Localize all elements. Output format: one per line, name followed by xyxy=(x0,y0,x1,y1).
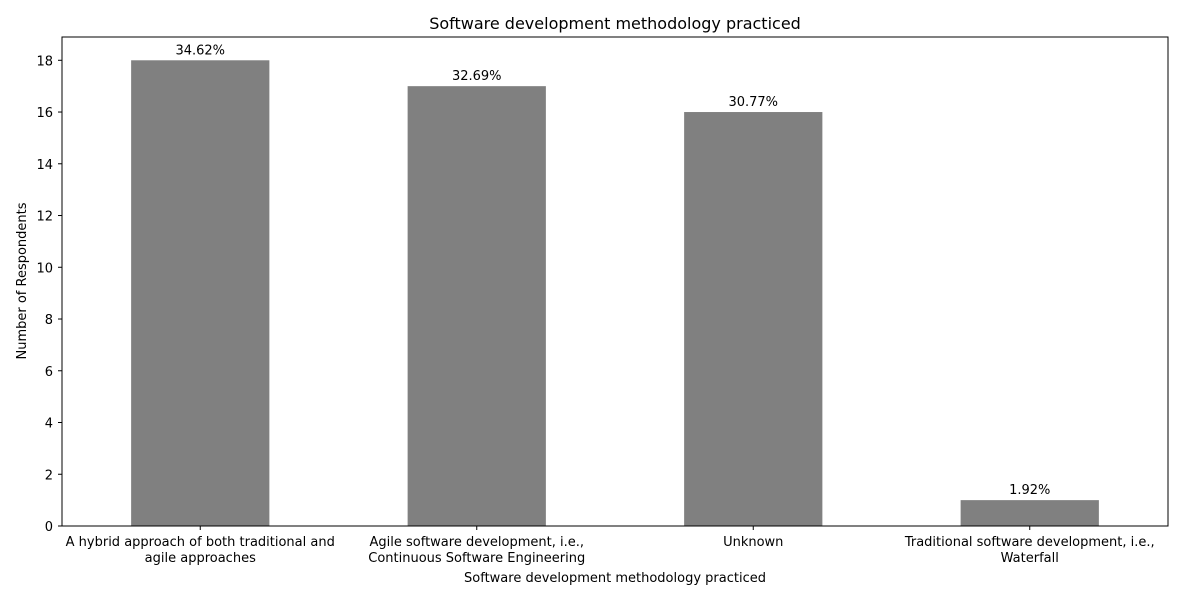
bar-value-label: 1.92% xyxy=(1009,483,1050,498)
y-tick-label: 16 xyxy=(36,106,53,121)
bar xyxy=(960,500,1099,526)
y-tick-label: 0 xyxy=(45,520,53,535)
y-tick-label: 12 xyxy=(36,210,53,225)
bar-value-label: 34.62% xyxy=(175,43,225,58)
x-tick-label: Agile software development, i.e., xyxy=(370,535,585,550)
y-tick-label: 14 xyxy=(36,158,53,173)
y-tick-label: 4 xyxy=(45,417,53,432)
chart-title: Software development methodology practic… xyxy=(429,14,801,33)
y-tick-label: 18 xyxy=(36,54,53,69)
y-tick-label: 2 xyxy=(45,468,53,483)
y-tick-label: 8 xyxy=(45,313,53,328)
bar xyxy=(407,86,546,527)
y-tick-label: 10 xyxy=(36,261,53,276)
y-tick-label: 6 xyxy=(45,365,53,380)
x-tick-label: Traditional software development, i.e., xyxy=(904,535,1155,550)
plot-frame xyxy=(61,36,1169,527)
x-tick-label: Unknown xyxy=(723,535,783,550)
x-tick-label: Continuous Software Engineering xyxy=(368,551,585,566)
bars-group xyxy=(131,60,1099,527)
bar-value-label: 32.69% xyxy=(452,69,502,84)
y-axis: 0 2 4 6 8 10 12 14 16 18 xyxy=(36,54,62,535)
bar xyxy=(684,112,823,527)
y-axis-label: Number of Respondents xyxy=(15,202,30,359)
x-tick-label: agile approaches xyxy=(145,551,256,566)
bar xyxy=(131,60,270,527)
x-axis-label: Software development methodology practic… xyxy=(464,571,766,586)
bar-value-label: 30.77% xyxy=(728,95,778,110)
x-tick-label: A hybrid approach of both traditional an… xyxy=(66,535,335,550)
x-tick-label: Waterfall xyxy=(1001,551,1059,566)
x-axis: A hybrid approach of both traditional an… xyxy=(66,526,1155,566)
bar-value-labels: 34.62% 32.69% 30.77% 1.92% xyxy=(175,43,1050,498)
